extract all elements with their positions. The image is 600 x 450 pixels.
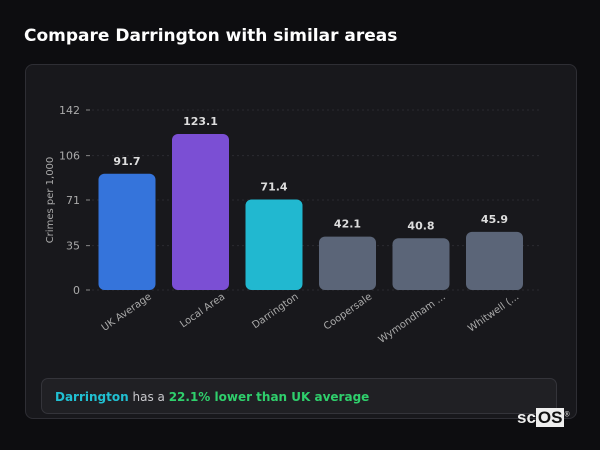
y-tick-label: 106 <box>59 150 80 163</box>
scos-logo: sc OS ® <box>517 408 570 427</box>
y-tick-label: 35 <box>66 240 80 253</box>
x-tick-label: Whitwell (... <box>466 291 521 334</box>
bar[interactable] <box>392 238 450 290</box>
y-tick-label: 142 <box>59 104 80 117</box>
value-label: 40.8 <box>407 219 434 232</box>
y-axis-label: Crimes per 1,000 <box>45 157 56 244</box>
x-tick-label: Darrington <box>250 291 300 331</box>
bar[interactable] <box>319 236 376 290</box>
y-tick-label: 71 <box>66 194 80 207</box>
y-tick-label: 0 <box>73 284 80 297</box>
value-label: 42.1 <box>334 218 361 231</box>
x-tick-label: Wymondham ... <box>377 291 448 345</box>
value-label: 45.9 <box>481 213 508 226</box>
bar[interactable] <box>245 199 303 290</box>
bar[interactable] <box>172 133 229 290</box>
x-tick-label: UK Average <box>100 291 154 333</box>
value-label: 71.4 <box>260 180 287 193</box>
bar[interactable] <box>98 173 156 290</box>
page-title: Compare Darrington with similar areas <box>24 26 398 46</box>
summary-comparison: 22.1% lower than UK average <box>168 390 370 404</box>
summary-text: has a <box>128 390 169 404</box>
value-label: 91.7 <box>113 155 140 168</box>
summary-banner: Darrington has a 22.1% lower than UK ave… <box>41 378 557 414</box>
summary-area: Darrington <box>55 390 129 404</box>
x-tick-label: Coopersale <box>322 291 374 332</box>
x-tick-label: Local Area <box>178 291 227 330</box>
value-label: 123.1 <box>183 115 218 128</box>
bar[interactable] <box>466 231 523 290</box>
